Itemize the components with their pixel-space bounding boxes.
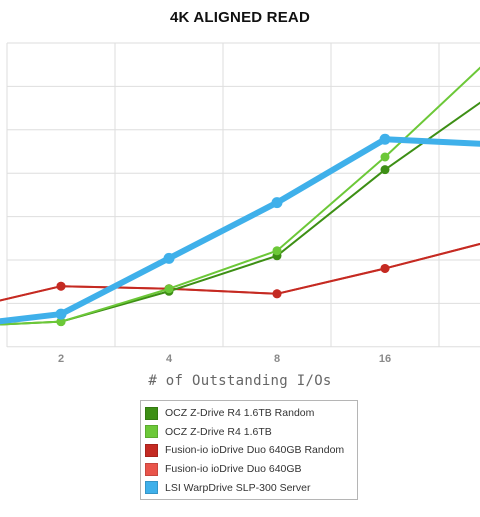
series-line [0,242,480,302]
data-point [380,165,390,175]
legend-item: OCZ Z-Drive R4 1.6TB Random [145,404,353,423]
data-point [271,197,283,209]
series-line [0,242,480,302]
legend-swatch [145,425,158,439]
legend-swatch [145,462,158,476]
data-point [380,152,390,162]
x-tick-label: 2 [58,353,64,365]
legend-item: OCZ Z-Drive R4 1.6TB [145,423,353,442]
series-2 [0,242,480,302]
data-point [164,284,174,294]
x-tick-label: 16 [379,353,391,365]
series-3 [0,242,480,302]
legend-label: OCZ Z-Drive R4 1.6TB [165,425,272,438]
legend-swatch [145,406,158,420]
data-point [380,263,390,273]
data-point [272,289,282,299]
data-point [163,252,175,264]
legend-item: Fusion-io ioDrive Duo 640GB Random [145,441,353,460]
chart-title: 4K ALIGNED READ [170,9,310,26]
x-axis-label: # of Outstanding I/Os [148,373,332,389]
data-point [56,317,66,327]
legend-label: OCZ Z-Drive R4 1.6TB Random [165,407,315,420]
chart-grid [6,42,480,348]
x-tick-label: 4 [166,353,173,365]
series-line [0,136,480,325]
x-tick-labels: 2 4 8 16 [58,353,391,365]
chart-plot: 2 4 8 16 [0,42,480,365]
legend-swatch [145,443,158,457]
legend-label: Fusion-io ioDrive Duo 640GB Random [165,444,345,457]
legend-swatch [145,481,158,495]
legend-label: Fusion-io ioDrive Duo 640GB [165,463,302,476]
legend-item: LSI WarpDrive SLP-300 Server [145,478,353,497]
x-tick-label: 8 [274,353,280,365]
legend-item: Fusion-io ioDrive Duo 640GB [145,460,353,479]
legend: OCZ Z-Drive R4 1.6TB Random OCZ Z-Drive R… [140,400,358,500]
series-layer [0,66,480,327]
data-point [56,281,66,291]
legend-label: LSI WarpDrive SLP-300 Server [165,481,311,494]
series-4 [0,133,480,325]
data-point [379,133,391,145]
data-point [55,308,67,320]
data-point [272,246,282,256]
